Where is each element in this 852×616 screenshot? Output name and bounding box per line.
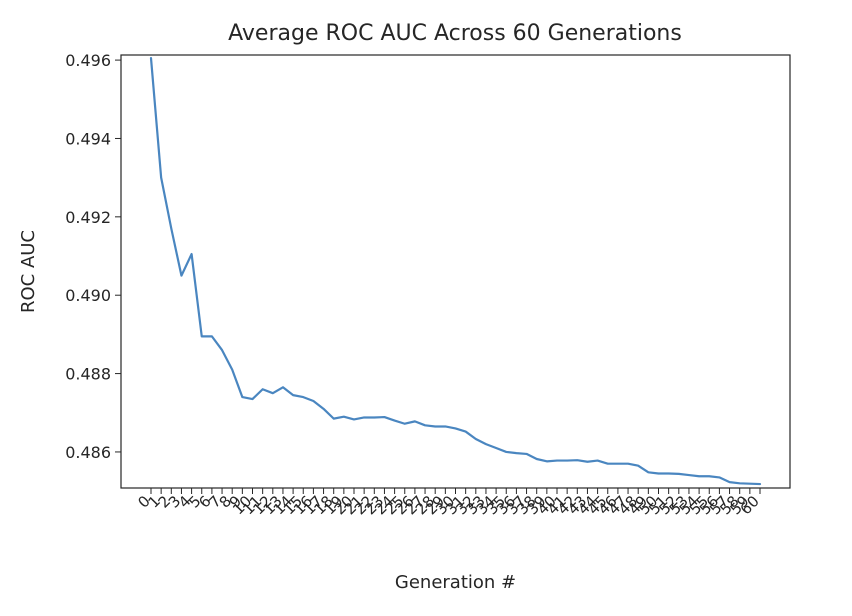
y-tick-label: 0.486: [65, 443, 111, 462]
y-tick-label: 0.490: [65, 286, 111, 305]
series-line: [149, 57, 762, 486]
series-group: [149, 57, 762, 486]
x-axis-ticks: 0123456789101112131415161718192021222324…: [134, 488, 763, 518]
y-tick-label: 0.494: [65, 129, 111, 148]
y-tick-label: 0.492: [65, 208, 111, 227]
x-axis-label: Generation #: [395, 572, 516, 593]
y-tick-label: 0.496: [65, 51, 111, 70]
plot-frame: [120, 54, 791, 489]
y-axis-label: ROC AUC: [18, 230, 39, 313]
y-tick-label: 0.488: [65, 365, 111, 384]
y-axis-ticks: 0.486 0.488 0.490 0.492 0.494 0.496: [65, 51, 121, 462]
chart-title: Average ROC AUC Across 60 Generations: [228, 21, 682, 46]
